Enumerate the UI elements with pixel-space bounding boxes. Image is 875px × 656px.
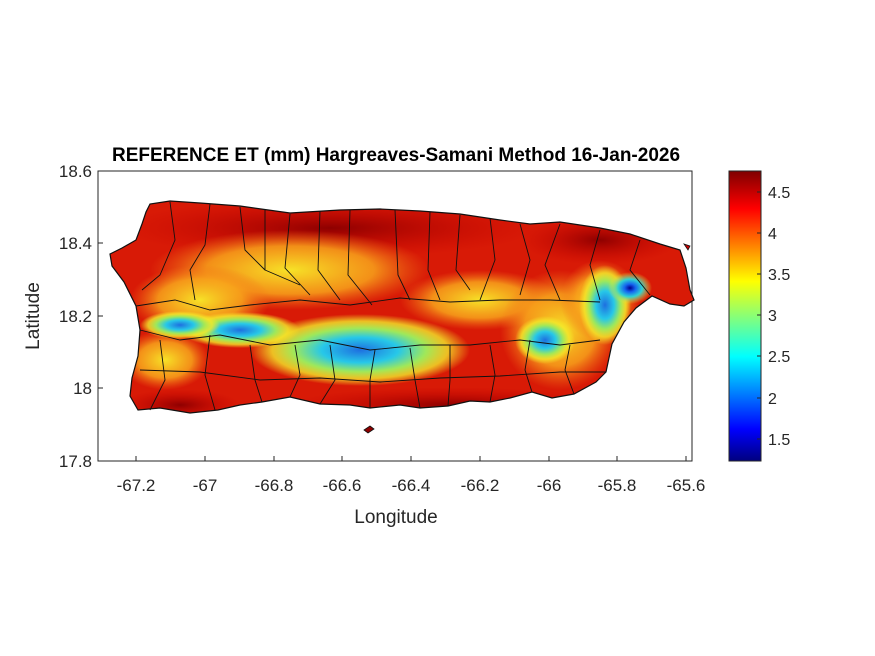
svg-text:4: 4	[768, 226, 777, 243]
colorbar-tick: 4	[757, 226, 777, 243]
svg-text:18.4: 18.4	[59, 234, 92, 253]
svg-text:-65.6: -65.6	[667, 476, 706, 495]
svg-text:1.5: 1.5	[768, 432, 790, 449]
svg-text:2.5: 2.5	[768, 349, 790, 366]
svg-text:-65.8: -65.8	[598, 476, 637, 495]
colorbar-tick: 3	[757, 308, 777, 325]
colorbar-tick: 2	[757, 391, 777, 408]
x-tick: -67.2	[117, 456, 156, 495]
colorbar	[728, 170, 762, 462]
svg-text:-66: -66	[537, 476, 562, 495]
svg-text:-66.8: -66.8	[255, 476, 294, 495]
colorbar-tick: 1.5	[757, 432, 790, 449]
svg-text:-67: -67	[193, 476, 218, 495]
colorbar-tick: 3.5	[757, 267, 790, 284]
x-tick: -65.6	[667, 456, 706, 495]
svg-text:-66.4: -66.4	[392, 476, 431, 495]
x-axis-label: Longitude	[354, 507, 437, 528]
svg-text:18.6: 18.6	[59, 162, 92, 181]
island-outline	[109, 200, 695, 414]
colorbar-ticks: 4.5 4 3.5 3 2.5 2 1.5	[757, 185, 790, 449]
x-tick: -67	[193, 456, 218, 495]
svg-text:17.8: 17.8	[59, 452, 92, 471]
municipality-boundaries	[135, 201, 651, 411]
x-tick: -66	[537, 456, 562, 495]
svg-text:4.5: 4.5	[768, 185, 790, 202]
x-axis: -67.2 -67 -66.8 -66.6 -66.4 -66.2 -66 -6…	[117, 456, 706, 495]
x-tick: -66.4	[392, 456, 431, 495]
svg-text:3.5: 3.5	[768, 267, 790, 284]
y-tick: 18	[73, 379, 103, 398]
y-axis: 18.6 18.4 18.2 18 17.8	[59, 162, 103, 471]
y-tick: 18.6	[59, 162, 103, 181]
x-tick: -66.6	[323, 456, 362, 495]
culebrita-islets	[683, 243, 691, 251]
y-tick: 18.4	[59, 234, 103, 253]
svg-text:2: 2	[768, 391, 777, 408]
svg-text:18.2: 18.2	[59, 307, 92, 326]
y-tick: 18.2	[59, 307, 103, 326]
svg-text:3: 3	[768, 308, 777, 325]
svg-text:18: 18	[73, 379, 92, 398]
y-axis-label: Latitude	[23, 282, 44, 350]
map-title: REFERENCE ET (mm) Hargreaves-Samani Meth…	[112, 145, 680, 166]
caja-de-muertos-island	[363, 425, 375, 434]
y-tick: 17.8	[59, 452, 103, 471]
x-tick: -66.2	[461, 456, 500, 495]
colorbar-tick: 2.5	[757, 349, 790, 366]
x-tick: -66.8	[255, 456, 294, 495]
colorbar-tick: 4.5	[757, 185, 790, 202]
x-tick: -65.8	[598, 456, 637, 495]
svg-text:-66.2: -66.2	[461, 476, 500, 495]
svg-text:-67.2: -67.2	[117, 476, 156, 495]
svg-text:-66.6: -66.6	[323, 476, 362, 495]
